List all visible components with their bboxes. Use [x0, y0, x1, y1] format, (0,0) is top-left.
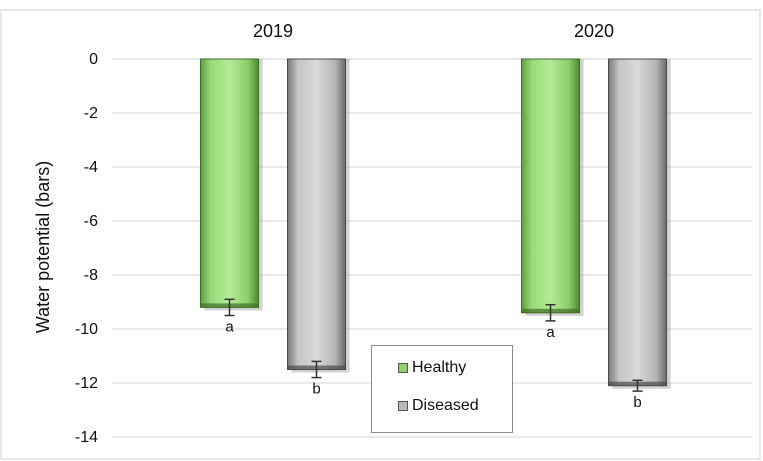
y-axis-title: Water potential (bars): [33, 161, 53, 333]
annotations: 2019 2020 a a b b: [225, 21, 641, 411]
chart-border: [0, 9, 761, 460]
legend-label-diseased: Diseased: [412, 397, 479, 414]
y-tick-label: -4: [84, 159, 98, 176]
y-tick-label: -14: [75, 429, 98, 446]
legend: Healthy Diseased: [371, 345, 513, 433]
y-tick-label: -2: [84, 105, 98, 122]
significance-label: b: [312, 381, 320, 398]
bars: [200, 58, 671, 392]
category-label: 2019: [253, 21, 293, 41]
bar: [608, 58, 667, 387]
y-tick-label: -10: [75, 321, 98, 338]
legend-swatch-diseased: [398, 401, 408, 411]
category-label: 2020: [574, 21, 614, 41]
bar: [287, 58, 346, 370]
y-tick-label: -12: [75, 375, 98, 392]
y-tick-label: -8: [84, 267, 98, 284]
bar: [521, 58, 580, 314]
legend-label-healthy: Healthy: [412, 359, 467, 376]
significance-label: a: [546, 324, 555, 341]
y-tick-labels: 0 -2 -4 -6 -8 -10 -12 -14: [75, 51, 98, 446]
legend-swatch-healthy: [398, 363, 408, 373]
legend-item-healthy: Healthy: [398, 359, 466, 377]
bar: [200, 58, 259, 308]
legend-item-diseased: Diseased: [398, 397, 479, 415]
y-tick-label: 0: [89, 51, 98, 68]
y-tick-label: -6: [84, 213, 98, 230]
significance-label: a: [225, 319, 234, 336]
significance-label: b: [633, 394, 641, 411]
